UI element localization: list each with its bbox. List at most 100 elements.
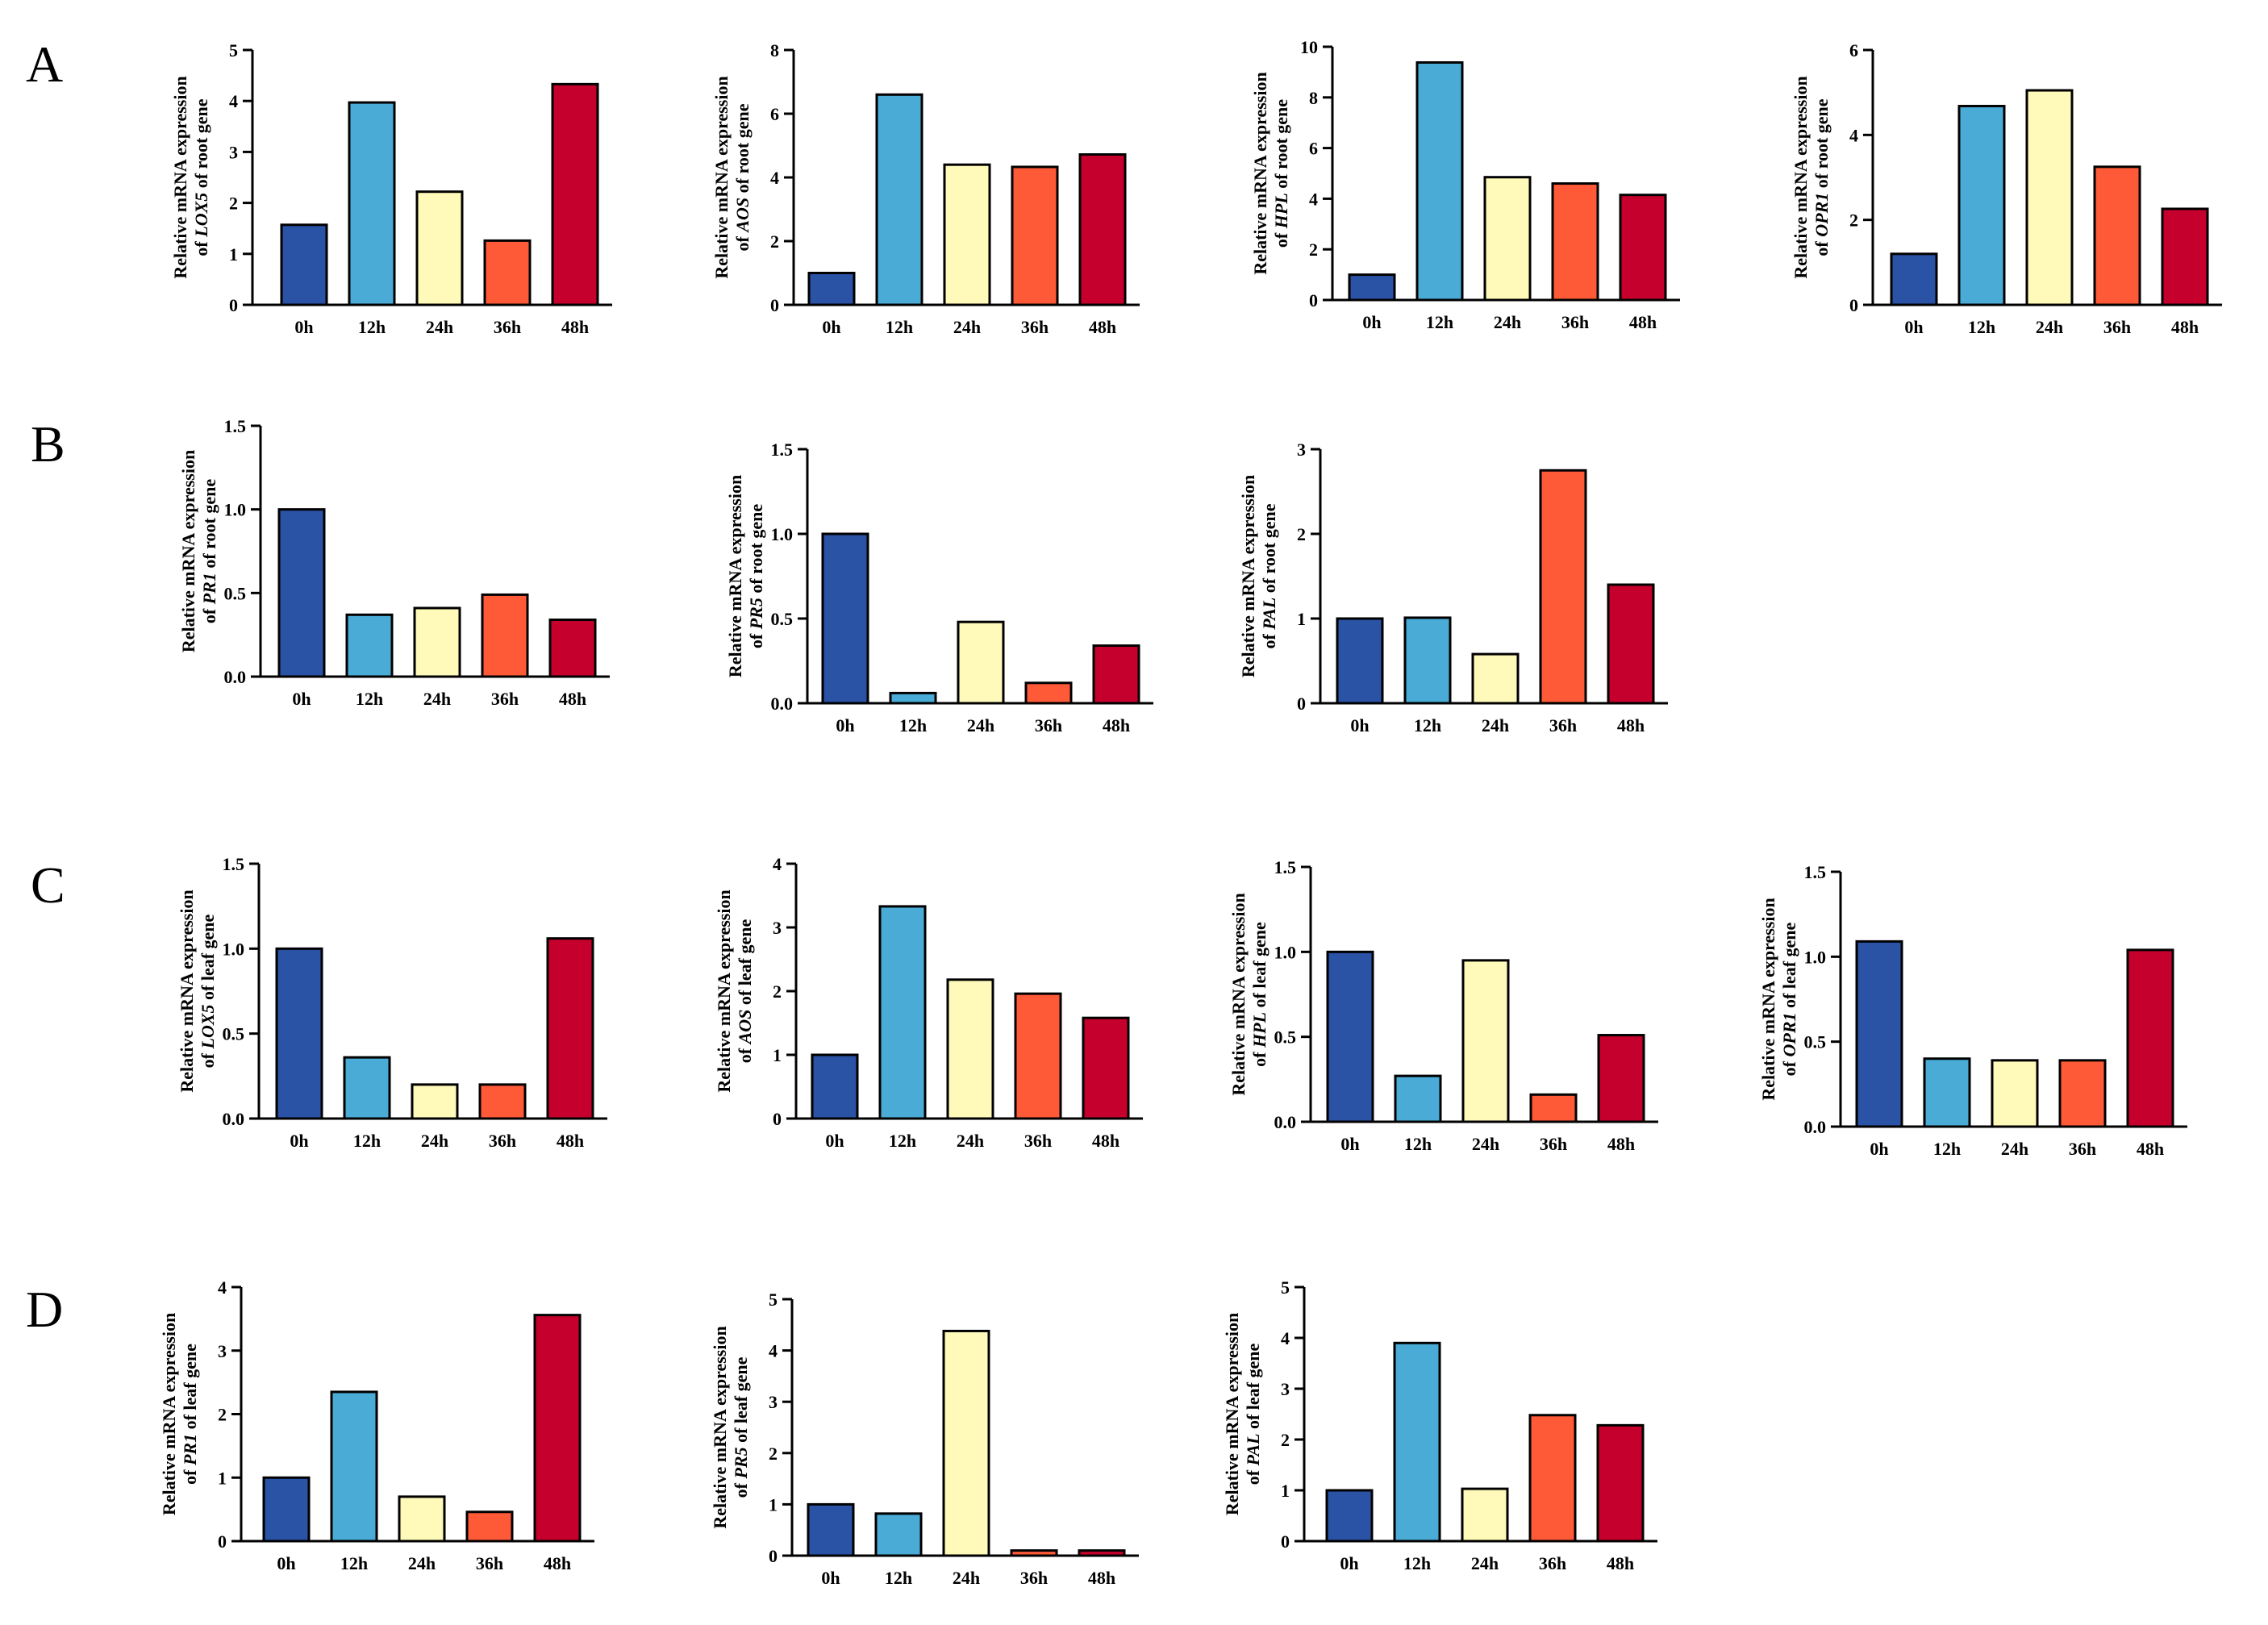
y-label-prefix: of [1259,630,1279,649]
bar-12h [330,1390,378,1543]
y-tick-label: 1 [218,1468,227,1488]
x-tick-label: 0h [821,1568,840,1588]
y-axis-label: Relative mRNA expression [1238,475,1258,677]
bar-36h [481,593,529,678]
y-tick-label: 4 [1281,1328,1290,1348]
bar-48h [533,1314,582,1543]
chart-b-pr1-root: 0h 12h 24h 36h 48h 0.0 0.5 1.0 1.5 Relative mRNA … [178,416,610,709]
y-axis-label: Relative mRNA expression [170,76,190,278]
bar-36h [1024,681,1073,705]
y-axis-label: Relative mRNA expression [1228,893,1249,1095]
x-tick-label: 48h [2171,317,2199,337]
y-tick-label: 6 [1309,139,1318,159]
y-tick-label: 2 [1297,524,1306,544]
y-tick-label: 0 [770,295,779,315]
y-tick-label: 2 [770,231,779,252]
bar-0h [275,947,323,1120]
x-tick-label: 48h [1089,317,1116,337]
y-label-suffix: of root gene [199,479,219,573]
x-tick-label: 24h [957,1131,984,1151]
bar-0h [1890,252,1938,306]
panel-letter-b: B [31,415,65,473]
y-label-prefix: of [1249,1048,1269,1067]
bar-48h [551,82,599,306]
bar-48h [1082,1016,1130,1120]
y-tick-label: 3 [769,1392,778,1412]
x-tick-label: 48h [557,1131,584,1151]
gene-name: PAL [1259,598,1279,631]
y-label-prefix: of [732,232,753,252]
bar-12h [875,93,923,306]
bar-48h [2126,948,2174,1128]
y-label-prefix: of [180,1465,200,1485]
y-axis-label-gene: of LOX5 of leaf gene [198,914,218,1068]
x-tick-label: 48h [1617,715,1645,735]
y-tick-label: 5 [769,1290,778,1310]
y-tick-label: 4 [769,1341,778,1361]
y-label-suffix: of root gene [191,98,211,193]
y-axis-label-gene: of PAL of root gene [1259,503,1279,648]
y-tick-label: 1.0 [771,524,794,544]
y-label-prefix: of [735,1044,755,1063]
x-tick-label: 12h [1403,1553,1431,1573]
bar-36h [1539,469,1587,705]
y-label-suffix: of root gene [732,103,753,198]
y-tick-label: 3 [218,1341,227,1361]
x-tick-label: 12h [340,1553,368,1573]
x-tick-label: 0h [1362,312,1381,332]
y-tick-label: 2 [1309,240,1318,260]
y-label-suffix: of root gene [746,504,766,598]
bar-24h [1461,959,1510,1123]
y-tick-label: 1.5 [1804,862,1827,882]
y-tick-label: 0 [773,1109,782,1129]
bar-36h [1529,1093,1578,1123]
y-label-prefix: of [191,237,211,256]
bar-0h [1348,273,1396,302]
bar-12h [1415,60,1464,302]
y-label-suffix: of root gene [1271,99,1291,194]
bar-12h [343,1056,391,1120]
y-label-prefix: of [198,1048,218,1068]
x-tick-label: 24h [2036,317,2063,337]
y-label-prefix: of [1243,1465,1263,1485]
x-tick-label: 48h [1103,715,1130,735]
x-tick-label: 24h [967,715,994,735]
x-tick-label: 36h [1020,1568,1048,1588]
x-tick-label: 0h [822,317,840,337]
y-tick-label: 2 [1281,1430,1290,1450]
x-tick-label: 12h [358,317,386,337]
x-tick-label: 12h [1933,1139,1961,1159]
x-tick-label: 36h [476,1553,503,1573]
y-tick-label: 1.5 [223,854,245,874]
bar-0h [280,223,328,306]
y-tick-label: 0.0 [1804,1117,1827,1137]
y-tick-label: 3 [229,142,238,162]
x-tick-label: 36h [1561,312,1589,332]
bar-24h [1461,1487,1509,1543]
y-tick-label: 4 [1309,189,1318,209]
x-tick-label: 36h [1539,1553,1566,1573]
y-tick-label: 2 [773,981,782,1002]
bar-24h [398,1495,446,1543]
y-tick-label: 1.5 [771,440,794,460]
y-label-suffix: of leaf gene [198,914,218,1004]
bar-24h [411,1083,459,1120]
y-axis-label-gene: of PAL of leaf gene [1243,1343,1263,1485]
y-tick-label: 1 [1297,609,1306,629]
chart-c-opr1-leaf: 0h 12h 24h 36h 48h 0.0 0.5 1.0 1.5 Relative mRNA … [1758,862,2187,1159]
bar-36h [2093,165,2141,306]
bar-36h [2058,1059,2107,1128]
bar-48h [1607,583,1655,705]
y-axis-label-gene: of OPR1 of leaf gene [1779,922,1799,1076]
bar-0h [1325,1489,1374,1543]
y-tick-label: 0 [1849,295,1858,315]
y-tick-label: 4 [1849,125,1858,145]
y-axis-label-gene: of LOX5 of root gene [191,98,211,256]
y-axis-label-gene: of AOS of root gene [732,103,753,251]
x-tick-label: 12h [353,1131,381,1151]
bar-24h [413,606,461,678]
y-axis-label-gene: of PR5 of leaf gene [731,1356,751,1498]
chart-d-pal-leaf: 0h 12h 24h 36h 48h 0 1 2 3 4 5 Relative mRNA expres… [1222,1277,1657,1573]
y-tick-label: 0.0 [223,1109,245,1129]
y-label-prefix: of [746,629,766,648]
